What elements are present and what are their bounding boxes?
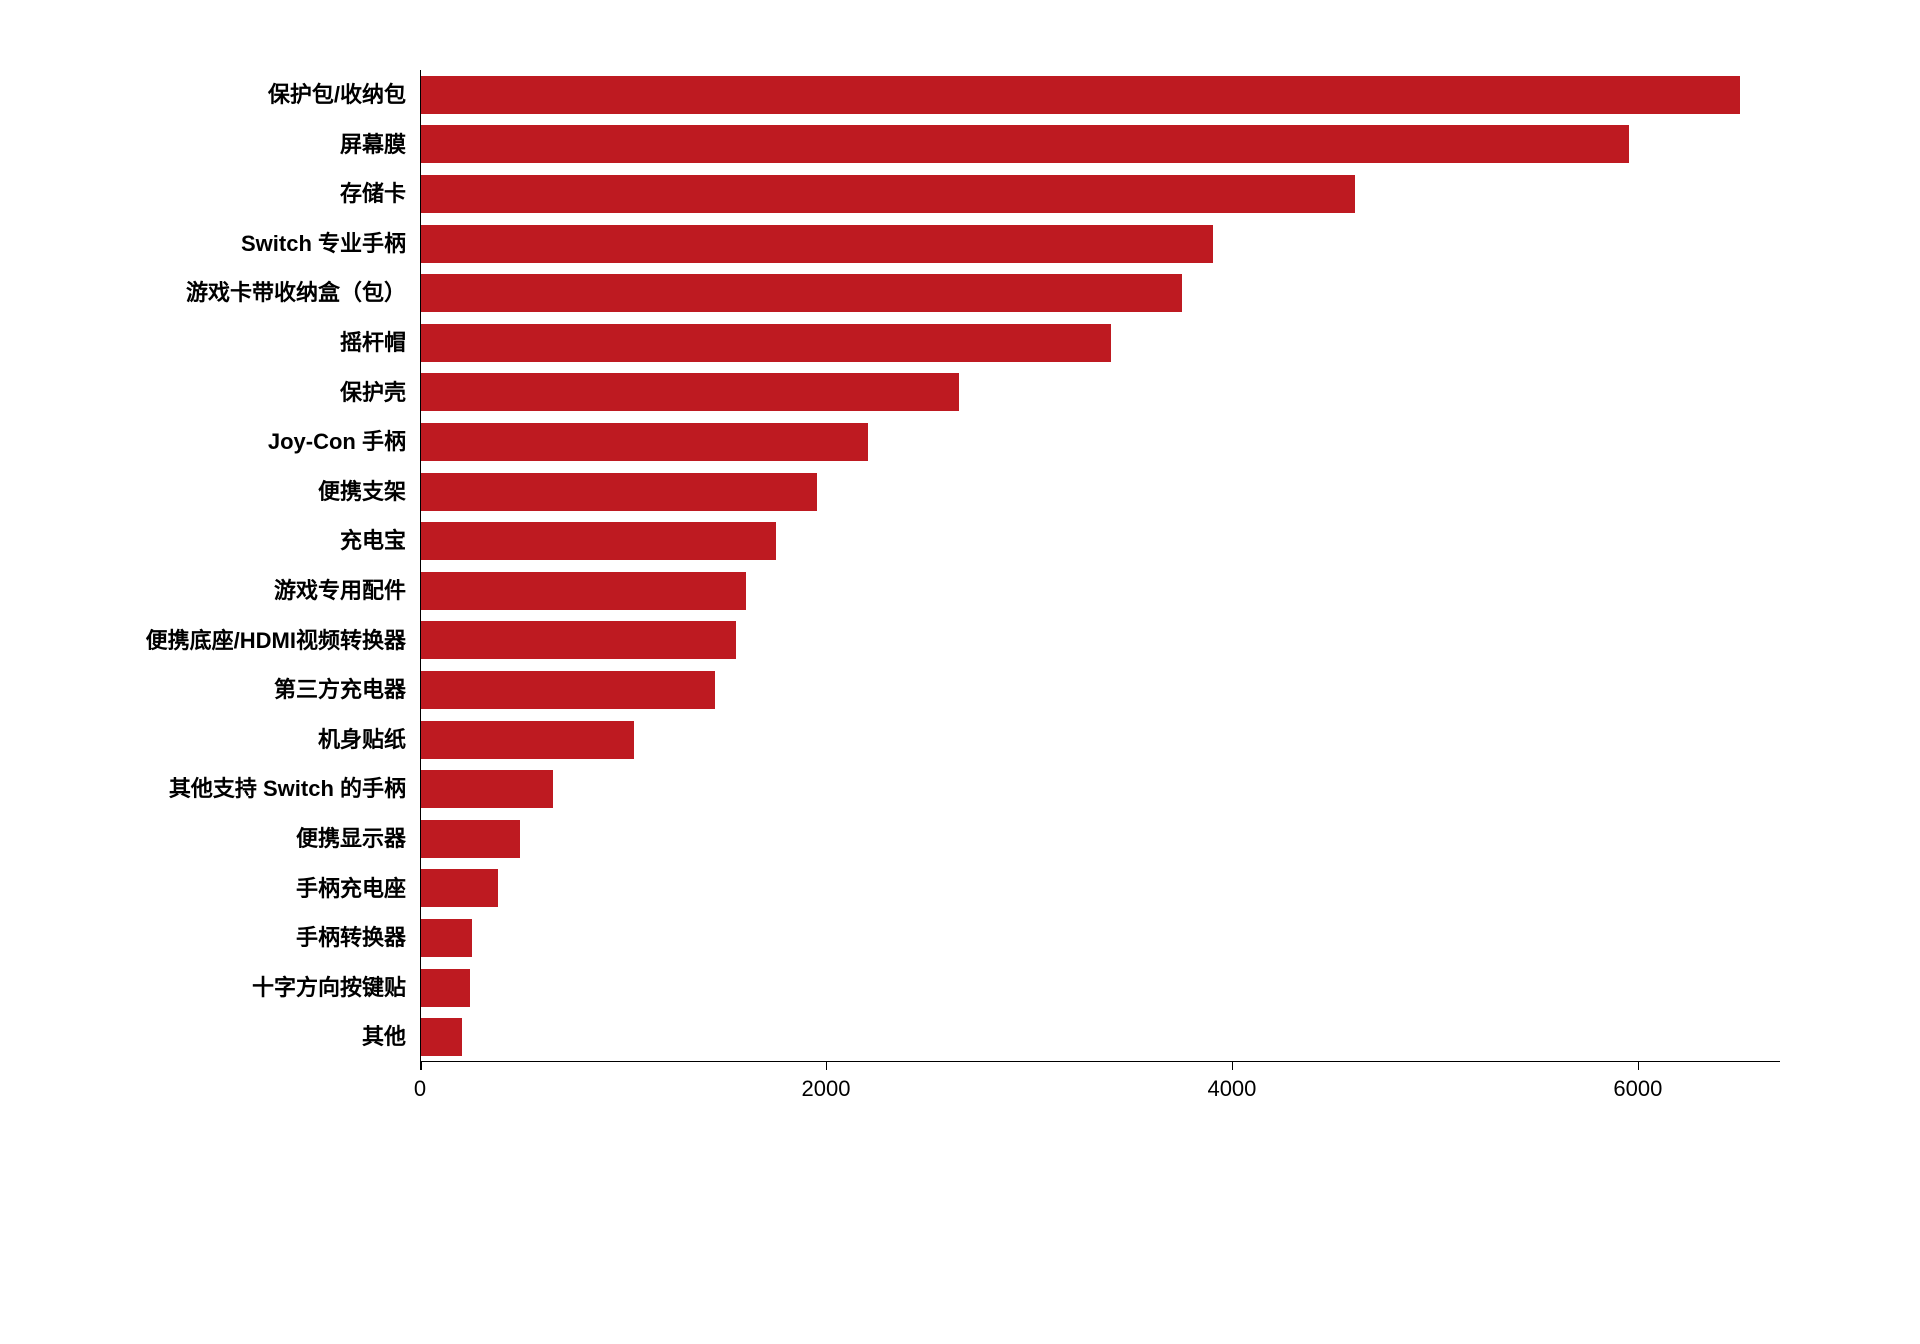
bar-row bbox=[421, 963, 1780, 1013]
bar-row bbox=[421, 715, 1780, 765]
bar bbox=[421, 969, 470, 1007]
bar-row bbox=[421, 665, 1780, 715]
y-axis-label: 机身贴纸 bbox=[318, 715, 406, 765]
y-axis-label: 游戏卡带收纳盒（包） bbox=[186, 268, 406, 318]
bar-row bbox=[421, 368, 1780, 418]
y-axis-label: 屏幕膜 bbox=[340, 120, 406, 170]
bar-row bbox=[421, 268, 1780, 318]
plot-area bbox=[420, 70, 1780, 1062]
y-axis-label: 手柄转换器 bbox=[296, 913, 406, 963]
y-axis-label: Switch 专业手柄 bbox=[241, 219, 406, 269]
x-tick-mark bbox=[1232, 1062, 1234, 1070]
bar bbox=[421, 572, 746, 610]
y-axis-label: Joy-Con 手柄 bbox=[268, 417, 406, 467]
bar-row bbox=[421, 764, 1780, 814]
x-tick-label: 0 bbox=[414, 1076, 426, 1102]
bar-row bbox=[421, 169, 1780, 219]
x-tick-label: 2000 bbox=[801, 1076, 850, 1102]
bar-row bbox=[421, 417, 1780, 467]
bar-row bbox=[421, 1012, 1780, 1062]
bar-row bbox=[421, 864, 1780, 914]
bar-row bbox=[421, 318, 1780, 368]
bar bbox=[421, 820, 520, 858]
bar bbox=[421, 671, 715, 709]
bar bbox=[421, 869, 498, 907]
y-axis-label: 便携底座/HDMI视频转换器 bbox=[146, 616, 406, 666]
y-axis-label: 便携支架 bbox=[318, 467, 406, 517]
bar-row bbox=[421, 566, 1780, 616]
y-axis-label: 手柄充电座 bbox=[296, 864, 406, 914]
y-axis-label: 游戏专用配件 bbox=[274, 566, 406, 616]
x-tick-label: 6000 bbox=[1613, 1076, 1662, 1102]
y-axis-label: 便携显示器 bbox=[296, 814, 406, 864]
y-axis-label: 十字方向按键贴 bbox=[252, 963, 406, 1013]
x-tick-mark bbox=[826, 1062, 828, 1070]
bar bbox=[421, 324, 1111, 362]
y-axis-label: 第三方充电器 bbox=[274, 665, 406, 715]
bar bbox=[421, 919, 472, 957]
bar-row bbox=[421, 219, 1780, 269]
x-tick-mark bbox=[420, 1062, 422, 1070]
bar bbox=[421, 621, 736, 659]
bar-row bbox=[421, 70, 1780, 120]
bar-row bbox=[421, 120, 1780, 170]
bar bbox=[421, 721, 634, 759]
y-axis-label: 充电宝 bbox=[340, 516, 406, 566]
x-tick-label: 4000 bbox=[1207, 1076, 1256, 1102]
bar bbox=[421, 76, 1740, 114]
bar bbox=[421, 125, 1629, 163]
bar bbox=[421, 522, 776, 560]
y-axis-label: 摇杆帽 bbox=[340, 318, 406, 368]
bar bbox=[421, 225, 1213, 263]
bar-row bbox=[421, 616, 1780, 666]
y-axis-label: 保护壳 bbox=[340, 368, 406, 418]
bar-row bbox=[421, 467, 1780, 517]
y-axis-label: 其他支持 Switch 的手柄 bbox=[169, 764, 406, 814]
bar bbox=[421, 274, 1182, 312]
bar bbox=[421, 373, 959, 411]
bar bbox=[421, 423, 868, 461]
y-axis-label: 保护包/收纳包 bbox=[268, 70, 406, 120]
bar bbox=[421, 770, 553, 808]
x-tick-mark bbox=[1638, 1062, 1640, 1070]
bar-row bbox=[421, 516, 1780, 566]
y-axis-label: 其他 bbox=[362, 1012, 406, 1062]
bar bbox=[421, 1018, 462, 1056]
y-axis-label: 存储卡 bbox=[340, 169, 406, 219]
chart-container: 保护包/收纳包屏幕膜存储卡Switch 专业手柄游戏卡带收纳盒（包）摇杆帽保护壳… bbox=[140, 70, 1780, 1270]
bar-row bbox=[421, 913, 1780, 963]
bar-row bbox=[421, 814, 1780, 864]
bar bbox=[421, 175, 1355, 213]
bar bbox=[421, 473, 817, 511]
